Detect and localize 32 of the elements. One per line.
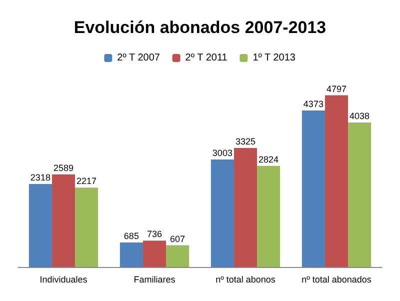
bar	[210, 159, 234, 267]
legend-label: 2º T 2011	[185, 52, 228, 64]
data-label: 2318	[30, 172, 50, 183]
data-label: 685	[124, 230, 139, 241]
data-label: 2589	[53, 162, 74, 173]
bar	[142, 240, 166, 267]
x-tick-label: Individuales	[40, 274, 88, 284]
data-label: 2824	[258, 154, 279, 164]
data-label: 736	[146, 229, 162, 240]
data-label: 2217	[76, 176, 97, 186]
data-label: 607	[170, 234, 186, 244]
data-label: 4038	[350, 110, 370, 121]
bar	[28, 184, 52, 267]
x-tick-label: nº total abonados	[302, 274, 372, 284]
data-label: 3325	[235, 136, 256, 146]
bar	[166, 245, 190, 267]
legend-label: 2º T 2007	[117, 52, 160, 64]
legend-label: 1º T 2013	[252, 52, 296, 64]
bar	[75, 188, 98, 267]
chart-title: Evolución abonados 2007-2013	[74, 18, 326, 37]
bar	[324, 95, 348, 267]
bar	[234, 148, 258, 267]
bar	[302, 110, 325, 267]
x-tick-label: nº total abonos	[216, 274, 276, 284]
data-label: 4797	[326, 84, 347, 94]
bar	[120, 242, 143, 267]
bar	[52, 174, 76, 267]
data-label: 4373	[303, 98, 324, 109]
bar	[348, 122, 372, 267]
data-label: 3003	[212, 148, 232, 158]
x-tick-label: Familiares	[134, 274, 176, 284]
bar	[257, 166, 280, 267]
